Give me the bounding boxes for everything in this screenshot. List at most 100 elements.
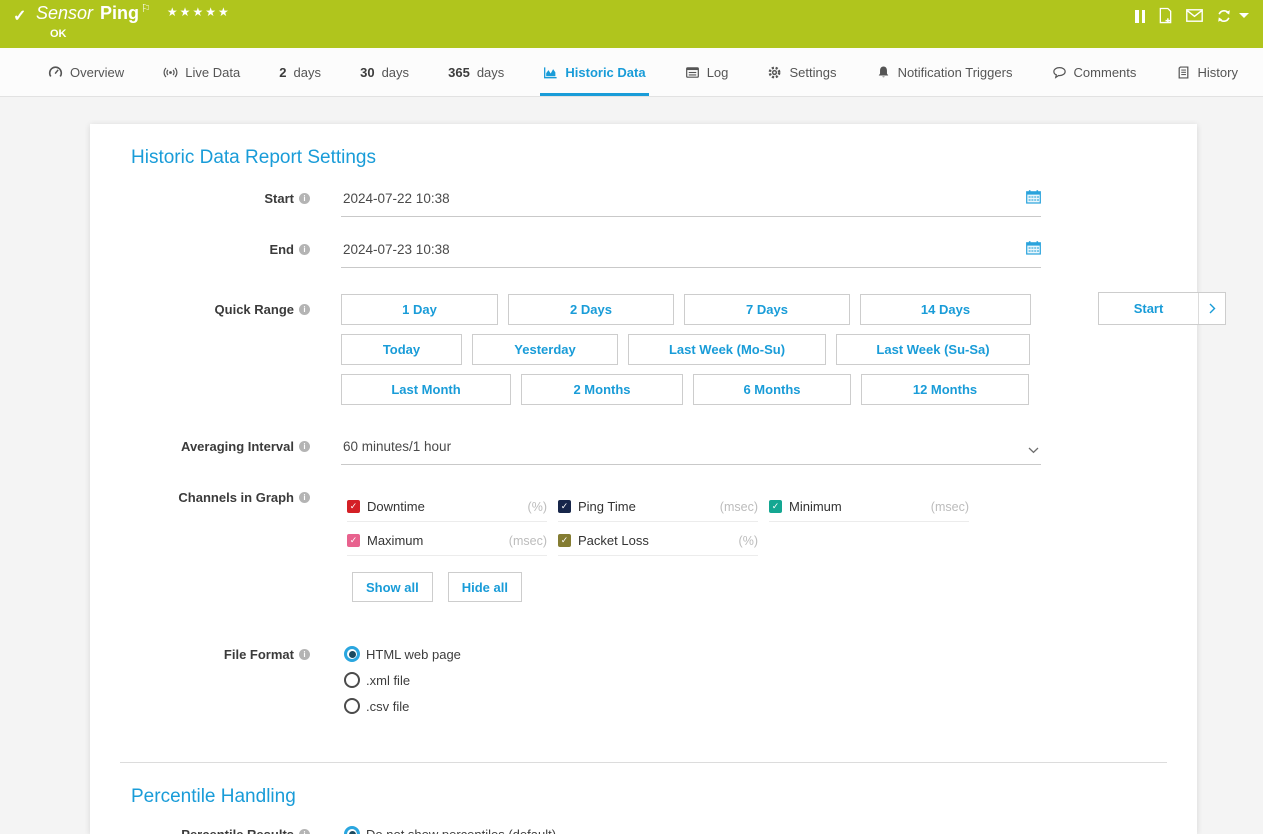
tab-overview[interactable]: Overview: [45, 48, 127, 96]
averaging-interval-value: 60 minutes/1 hour: [343, 439, 452, 454]
tab-label: History: [1197, 64, 1238, 80]
checkbox-checked-icon[interactable]: [769, 500, 782, 513]
tab-label: days: [293, 64, 321, 80]
checkbox-checked-icon[interactable]: [558, 500, 571, 513]
tab-comments[interactable]: Comments: [1049, 48, 1140, 96]
channel-name: Downtime: [367, 499, 425, 514]
channel-name: Minimum: [789, 499, 842, 514]
info-icon[interactable]: [299, 304, 310, 315]
start-date-input[interactable]: 2024-07-22 10:38: [341, 190, 1041, 217]
quick-range-last-week-su-sa-button[interactable]: Last Week (Su-Sa): [836, 334, 1030, 365]
averaging-interval-select[interactable]: 60 minutes/1 hour: [341, 438, 1041, 465]
file-format-csv-option[interactable]: .csv file: [344, 698, 461, 714]
start-options-arrow-button[interactable]: [1198, 293, 1225, 324]
report-icon[interactable]: [1158, 7, 1173, 24]
radio-selected-icon[interactable]: [344, 646, 360, 662]
file-format-xml-option[interactable]: .xml file: [344, 672, 461, 688]
radio-selected-icon[interactable]: [344, 826, 360, 834]
quick-range-2-months-button[interactable]: 2 Months: [521, 374, 683, 405]
header-actions: [1135, 7, 1249, 24]
flag-icon[interactable]: ⚐: [141, 3, 151, 15]
tab-settings[interactable]: Settings: [764, 48, 839, 96]
email-icon[interactable]: [1186, 9, 1203, 22]
radio-unselected-icon[interactable]: [344, 698, 360, 714]
radio-label: .csv file: [366, 698, 410, 714]
averaging-interval-label: Averaging Interval: [90, 438, 310, 454]
start-date-value: 2024-07-22 10:38: [343, 191, 450, 206]
quick-range-2-days-button[interactable]: 2 Days: [508, 294, 674, 325]
channels-in-graph-label: Channels in Graph: [90, 489, 310, 505]
quick-range-12-months-button[interactable]: 12 Months: [861, 374, 1029, 405]
pause-icon[interactable]: [1135, 8, 1145, 23]
tab-history[interactable]: History: [1173, 48, 1241, 96]
checkbox-checked-icon[interactable]: [558, 534, 571, 547]
channel-unit: (%): [738, 533, 758, 548]
percentile-hide-option[interactable]: Do not show percentiles (default): [344, 826, 556, 834]
quick-range-1-day-button[interactable]: 1 Day: [341, 294, 498, 325]
priority-stars[interactable]: ★★★★★: [166, 5, 231, 19]
checkbox-checked-icon[interactable]: [347, 534, 360, 547]
quick-range-7-days-button[interactable]: 7 Days: [684, 294, 850, 325]
start-report-button[interactable]: Start: [1133, 301, 1164, 316]
file-format-label: File Format: [90, 646, 310, 662]
channel-ping-time[interactable]: Ping Time (msec): [558, 499, 758, 522]
channel-maximum[interactable]: Maximum (msec): [347, 533, 547, 556]
info-icon[interactable]: [299, 649, 310, 660]
channel-minimum[interactable]: Minimum (msec): [769, 499, 969, 522]
tab-log[interactable]: Log: [682, 48, 732, 96]
tab-live-data[interactable]: Live Data: [160, 48, 243, 96]
channel-packet-loss[interactable]: Packet Loss (%): [558, 533, 758, 556]
settings-panel: Historic Data Report Settings Start 2024…: [90, 124, 1197, 834]
show-all-button[interactable]: Show all: [352, 572, 433, 602]
gear-icon: [769, 66, 781, 78]
radio-label: Do not show percentiles (default): [366, 826, 557, 834]
sensor-header-bar: ✓ Sensor Ping ⚐ ★★★★★ OK: [0, 0, 1263, 48]
refresh-icon[interactable]: [1216, 8, 1232, 24]
end-date-input[interactable]: 2024-07-23 10:38: [341, 241, 1041, 268]
quick-range-last-week-mo-su-button[interactable]: Last Week (Mo-Su): [628, 334, 826, 365]
checkbox-checked-icon[interactable]: [347, 500, 360, 513]
info-icon[interactable]: [299, 829, 310, 834]
file-format-html-option[interactable]: HTML web page: [344, 646, 461, 662]
percentile-handling-heading: Percentile Handling: [131, 786, 296, 807]
hide-all-button[interactable]: Hide all: [447, 572, 522, 602]
tab-label-number: 2: [279, 64, 287, 80]
chevron-down-icon: [1028, 442, 1039, 457]
quick-range-6-months-button[interactable]: 6 Months: [693, 374, 851, 405]
info-icon[interactable]: [299, 492, 310, 503]
start-label: Start: [90, 190, 310, 206]
info-icon[interactable]: [299, 244, 310, 255]
quick-range-yesterday-button[interactable]: Yesterday: [472, 334, 618, 365]
tab-historic-data[interactable]: Historic Data: [540, 48, 649, 96]
channel-name: Packet Loss: [578, 533, 649, 548]
tab-label: Settings: [789, 64, 837, 80]
quick-range-label: Quick Range: [90, 294, 310, 317]
channel-downtime[interactable]: Downtime (%): [347, 499, 547, 522]
tab-notification-triggers[interactable]: Notification Triggers: [873, 48, 1016, 96]
bell-icon: [878, 66, 888, 77]
quick-range-last-month-button[interactable]: Last Month: [341, 374, 511, 405]
radio-label: HTML web page: [366, 646, 461, 662]
caret-down-icon[interactable]: [1239, 13, 1249, 18]
end-date-value: 2024-07-23 10:38: [343, 242, 450, 257]
radio-unselected-icon[interactable]: [344, 672, 360, 688]
tab-label-number: 365: [448, 64, 470, 80]
info-icon[interactable]: [299, 193, 310, 204]
tab-2-days[interactable]: 2 days: [276, 48, 324, 96]
calendar-icon[interactable]: [1026, 241, 1041, 258]
log-icon: [685, 66, 699, 78]
calendar-icon[interactable]: [1026, 190, 1041, 207]
tab-bar: Overview Live Data 2 days 30 days 365 da…: [0, 48, 1263, 97]
start-report-button-group: Start: [1098, 292, 1226, 325]
gauge-icon: [48, 65, 63, 77]
info-icon[interactable]: [299, 441, 310, 452]
channel-unit: (%): [527, 499, 547, 514]
quick-range-today-button[interactable]: Today: [341, 334, 462, 365]
start-row: Start 2024-07-22 10:38: [90, 190, 1197, 217]
tab-365-days[interactable]: 365 days: [445, 48, 507, 96]
tab-30-days[interactable]: 30 days: [357, 48, 412, 96]
note-icon: [1178, 65, 1188, 79]
quick-range-14-days-button[interactable]: 14 Days: [860, 294, 1031, 325]
sensor-status-badge: OK: [50, 28, 67, 40]
sensor-name: Ping: [100, 3, 140, 23]
